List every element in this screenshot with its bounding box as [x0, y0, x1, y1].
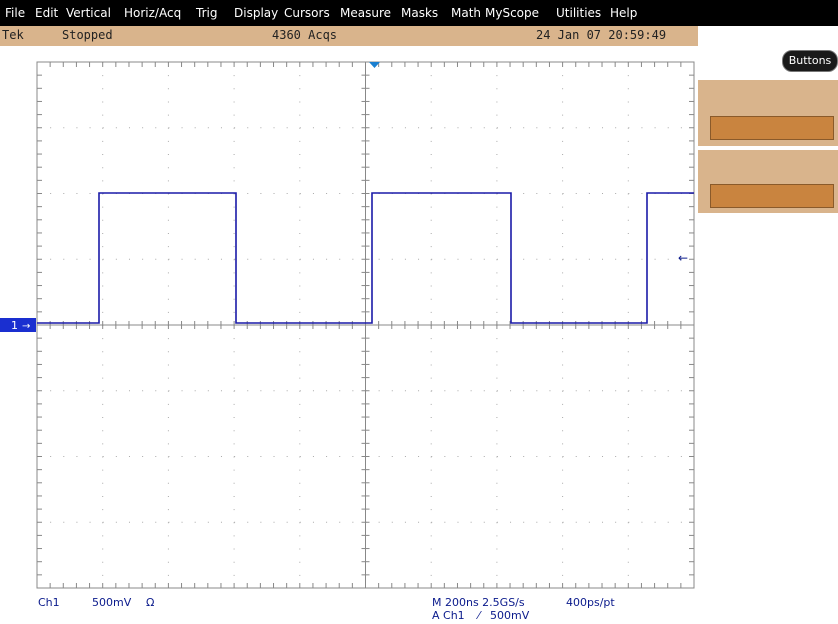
channel-arrow: →: [22, 321, 30, 332]
trigger-level: 500mV: [490, 609, 530, 622]
waveform: [37, 192, 694, 324]
trigger-level-arrow: ←: [678, 251, 688, 265]
status-bar: Tek Stopped 4360 Acqs 24 Jan 07 20:59:49: [0, 26, 698, 46]
menu-item[interactable]: Vertical: [66, 6, 111, 20]
channel-label: Ch1: [38, 596, 60, 609]
menu-bar: File Edit Vertical Horiz/Acq Trig Displa…: [0, 0, 838, 26]
menu-item[interactable]: Masks: [401, 6, 439, 20]
timebase: M 200ns 2.5GS/s: [432, 596, 525, 609]
record-resolution: 400ps/pt: [566, 596, 615, 609]
trigger-slope: ⁄: [478, 609, 480, 622]
graticule: 1 → ←: [0, 61, 695, 589]
panel-button[interactable]: [710, 184, 834, 208]
brand: Tek: [2, 28, 24, 42]
channel-marker: 1: [11, 319, 18, 332]
side-panel: [698, 150, 838, 213]
menu-item[interactable]: Utilities: [556, 6, 602, 20]
side-panel: [698, 80, 838, 146]
buttons-toggle[interactable]: Buttons: [782, 50, 838, 72]
menu-item[interactable]: Display: [234, 6, 279, 20]
coupling: Ω: [146, 596, 155, 609]
trigger-position: [369, 62, 380, 68]
panel-button[interactable]: [710, 116, 834, 140]
menu-item[interactable]: Cursors: [284, 6, 330, 20]
menu-item[interactable]: Measure: [340, 6, 391, 20]
acq-state: Stopped: [62, 28, 113, 42]
menu-item[interactable]: MyScope: [485, 6, 540, 20]
acq-count: 4360 Acqs: [272, 28, 338, 42]
vertical-scale: 500mV: [92, 596, 132, 609]
menu-item[interactable]: File: [5, 6, 26, 20]
menu-item[interactable]: Horiz/Acq: [124, 6, 182, 20]
menu-item[interactable]: Trig: [196, 6, 218, 20]
channel-marker-box: [0, 318, 36, 332]
timestamp: 24 Jan 07 20:59:49: [536, 28, 667, 42]
trigger-source: A Ch1: [432, 609, 465, 622]
menu-item[interactable]: Edit: [35, 6, 59, 20]
menu-item[interactable]: Math: [451, 6, 482, 20]
menu-item[interactable]: Help: [610, 6, 638, 20]
